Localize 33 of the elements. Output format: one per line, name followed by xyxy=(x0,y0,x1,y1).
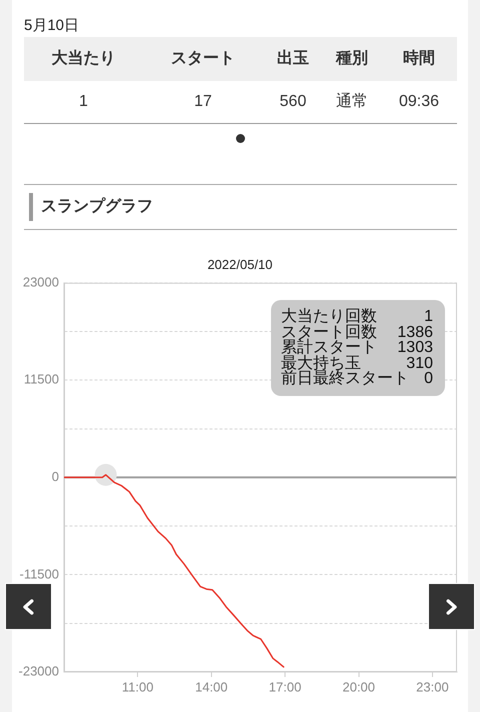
category-label: 大当たり xyxy=(52,50,116,67)
y-tick-label: -11500 xyxy=(19,566,59,582)
text: 09:36 xyxy=(398,93,440,110)
text: 1 xyxy=(79,93,88,110)
annotation: 前日最終スタート xyxy=(281,370,409,388)
x-tick-label: 23:00 xyxy=(416,679,449,694)
annotation: 大当たり回数 xyxy=(281,308,377,325)
text: 通常 xyxy=(336,93,368,110)
x-tick-label: 20:00 xyxy=(342,679,376,694)
y-tick-label: 11500 xyxy=(24,372,59,387)
annotation: 累計スタート xyxy=(281,339,377,356)
x-tick-label: 14:00 xyxy=(195,679,228,694)
text: 17 xyxy=(194,93,212,110)
x-tick-label: 11:00 xyxy=(122,679,154,694)
category-label: スタート xyxy=(171,50,235,67)
chart-title: スランプグラフ xyxy=(41,198,153,216)
x-tick-label: 17:00 xyxy=(268,679,302,694)
next-button[interactable] xyxy=(428,583,475,630)
annotation: 1386 xyxy=(397,324,433,341)
annotation: 0 xyxy=(424,370,433,388)
category-label: 出玉 xyxy=(277,50,309,67)
text: 5月10日 xyxy=(24,17,80,34)
category-label: 種別 xyxy=(336,50,368,67)
annotation: 1 xyxy=(424,308,433,325)
y-tick-label: -23000 xyxy=(18,664,59,679)
previous-button[interactable] xyxy=(5,583,52,630)
annotation: 1303 xyxy=(397,339,433,356)
annotation: 310 xyxy=(406,354,433,372)
text: 560 xyxy=(280,93,306,110)
y-tick-label: 0 xyxy=(52,468,59,484)
category-label: 時間 xyxy=(403,50,435,67)
y-tick-label: 23000 xyxy=(22,274,59,290)
chart-subtitle: 2022/05/10 xyxy=(207,257,273,272)
